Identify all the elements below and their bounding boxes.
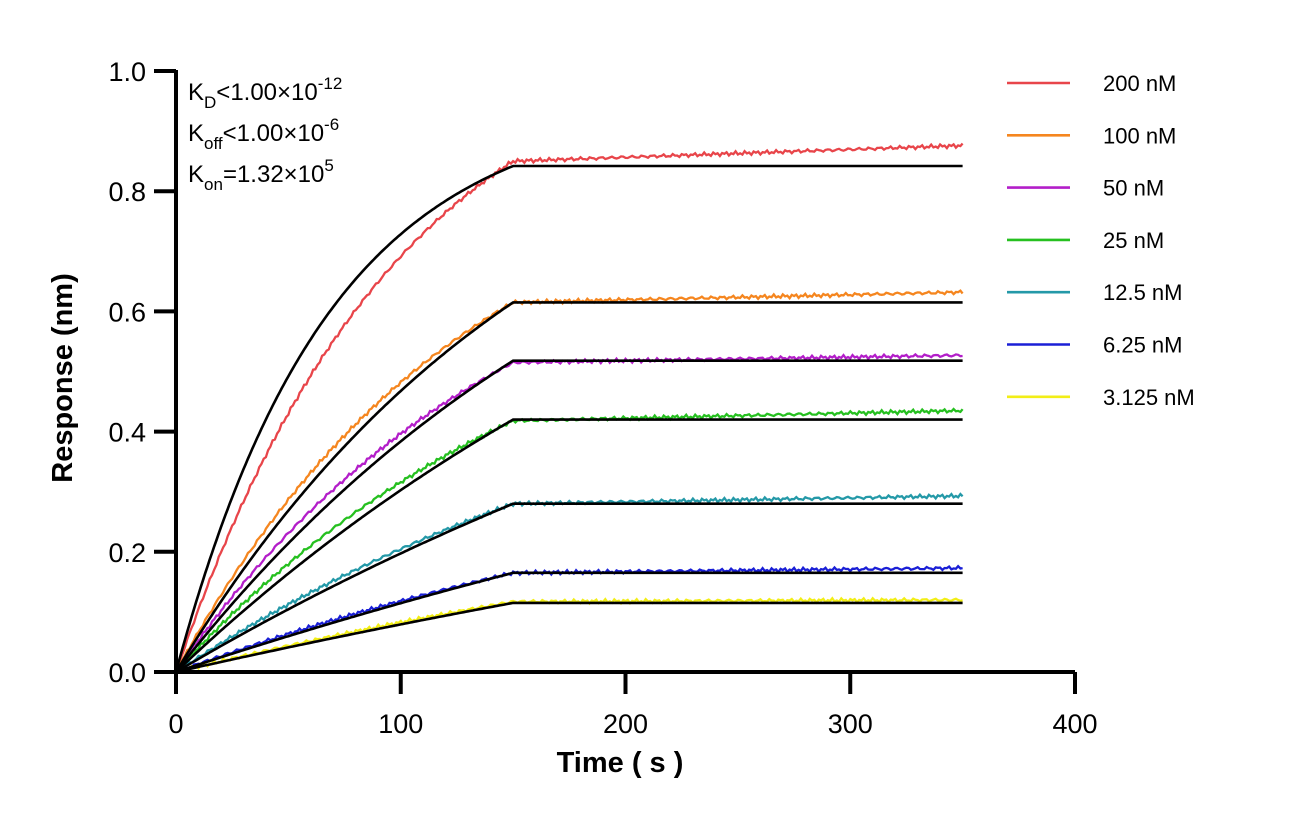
y-tick-label: 0.2 [108,538,146,568]
legend-label: 200 nM [1103,71,1176,96]
legend-label: 6.25 nM [1103,333,1183,358]
legend-label: 50 nM [1103,176,1164,201]
annotation-subscript: on [204,175,223,194]
annotation-exponent: -6 [324,115,339,134]
fit-curves [174,164,963,674]
fit-curve-7 [175,601,963,674]
y-tick-label: 0.4 [108,418,146,448]
y-axis-title: Response (nm) [47,273,79,482]
annotation-value: =1.32×10 [223,161,324,188]
series-line-12.5-nM [175,492,964,673]
fit-curve-5 [175,502,963,674]
annotation-subscript: off [204,134,223,153]
legend-label: 3.125 nM [1103,385,1195,410]
series-line-100-nM [174,289,964,673]
x-tick-label: 100 [378,709,423,739]
series-line-6.25-nM [175,564,963,674]
x-axis-title: Time ( s ) [557,747,684,779]
annotation-value: <1.00×10 [223,120,324,147]
y-axis: 0.0 0.2 0.4 0.6 0.8 1.0 Response (nm) [47,57,178,688]
x-tick-label: 400 [1052,709,1097,739]
annotation-line: Koff<1.00×10-6 [188,115,339,153]
annotation-symbol: K [188,79,204,106]
annotation-subscript: D [204,93,216,112]
annotation-symbol: K [188,161,204,188]
series-line-200-nM [174,142,964,673]
fit-curve-3 [174,359,963,673]
x-tick-label: 300 [828,709,873,739]
legend-label: 25 nM [1103,228,1164,253]
fit-curve-6 [175,571,963,674]
y-tick-label: 0.0 [108,658,146,688]
fit-curve-1 [174,164,963,673]
y-tick-label: 0.8 [108,177,146,207]
annotation-exponent: -12 [318,74,343,93]
y-tick-label: 1.0 [108,57,146,87]
annotation-exponent: 5 [324,156,333,175]
x-tick-label: 200 [603,709,648,739]
series-line-50-nM [175,352,963,673]
legend: 200 nM 100 nM 50 nM 25 nM 12.5 nM 6.25 nM 3.12… [1007,71,1195,410]
fit-curve-4 [175,418,963,673]
annotation-symbol: K [188,120,204,147]
annotation-value: <1.00×10 [216,79,317,106]
x-tick-label: 0 [168,709,183,739]
legend-label: 100 nM [1103,123,1176,148]
annotation-line: Kon=1.32×105 [188,156,334,194]
y-tick-label: 0.6 [108,297,146,327]
legend-label: 12.5 nM [1103,280,1183,305]
fit-curve-2 [174,301,963,673]
x-axis: 0 100 200 300 400 Time ( s ) [168,670,1098,779]
annotation-line: KD<1.00×10-12 [188,74,342,112]
data-curves [174,142,964,674]
